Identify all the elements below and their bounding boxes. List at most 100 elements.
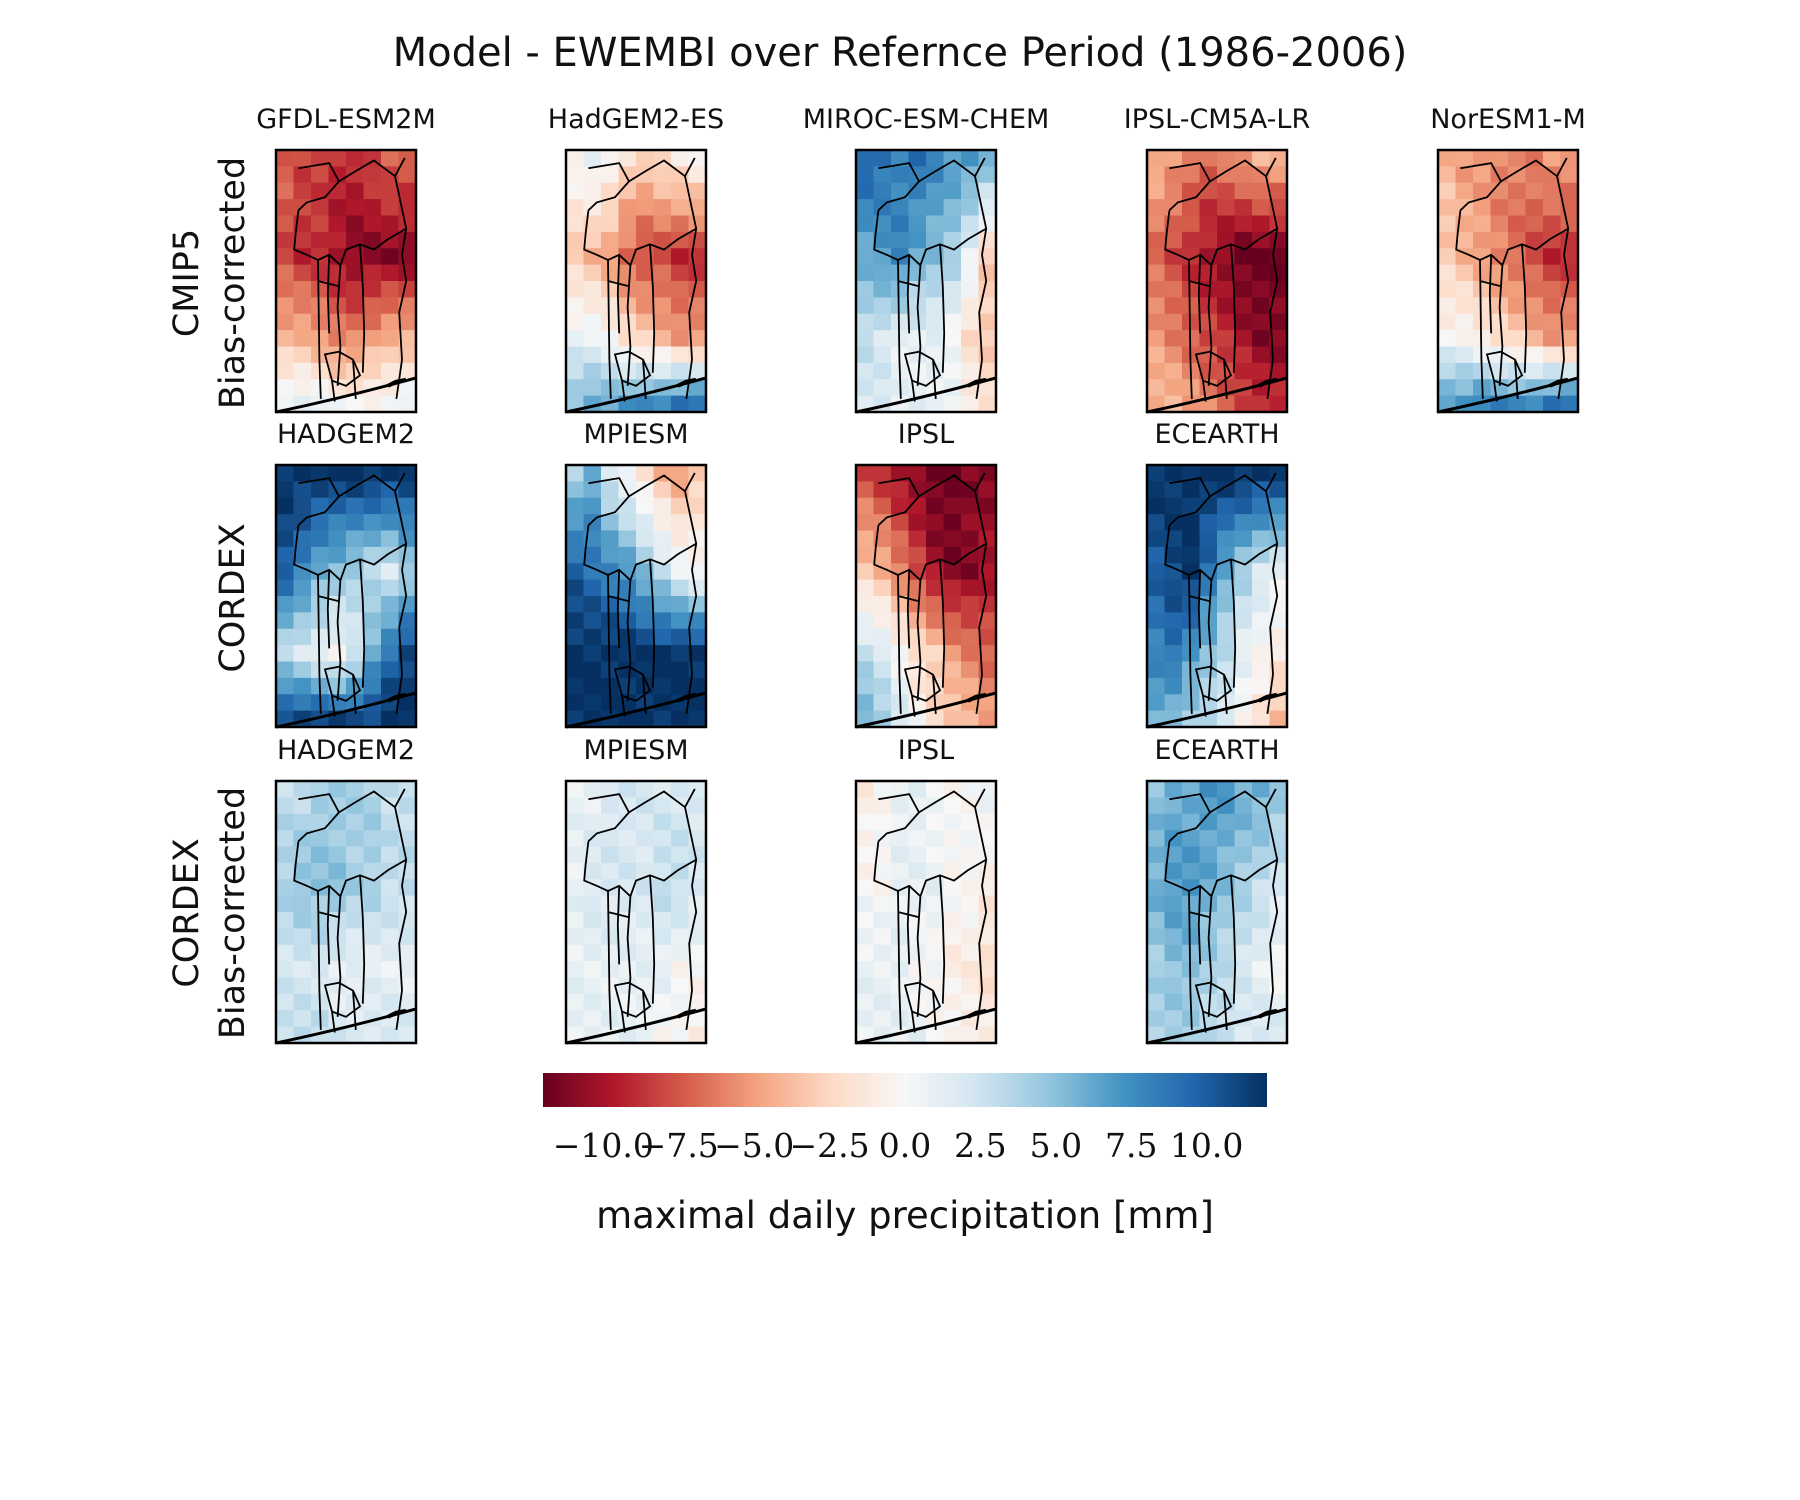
heat-cell <box>293 862 312 880</box>
heat-cell <box>856 912 874 929</box>
heat-cell <box>1525 182 1544 200</box>
heat-cell <box>1182 281 1200 298</box>
heat-cell <box>276 694 294 712</box>
heat-cell <box>276 546 294 564</box>
heat-cell <box>671 961 689 978</box>
panel-frame <box>564 779 708 1045</box>
heat-cell <box>398 628 417 646</box>
heat-cell <box>398 215 417 233</box>
heat-cell <box>1252 313 1270 331</box>
heat-cell <box>891 628 909 646</box>
heat-cell <box>1560 166 1579 184</box>
heat-cell <box>653 895 672 913</box>
heat-cell <box>1269 346 1288 364</box>
heat-cell <box>566 346 584 364</box>
colorbar: −10.0−7.5−5.0−2.5 0.0 2.5 5.0 7.5 10.0 maxima… <box>543 1073 1267 1237</box>
heat-cell <box>1234 928 1253 946</box>
heat-cell <box>856 579 874 597</box>
heat-cell <box>653 977 672 995</box>
row-label-cmip5: CMIP5 <box>167 229 207 337</box>
heat-cell <box>978 497 997 515</box>
heat-cell <box>873 612 892 630</box>
heat-cell <box>583 362 602 380</box>
heat-cell <box>856 977 874 995</box>
heat-cell <box>1147 264 1165 282</box>
heat-cell <box>1438 199 1456 216</box>
heat-cell <box>618 215 637 233</box>
heat-cell <box>276 993 294 1011</box>
heat-cell <box>653 248 672 266</box>
heat-cell <box>943 530 962 548</box>
panel-frame <box>1436 148 1580 414</box>
heat-cell <box>346 346 364 364</box>
heat-cell <box>583 912 602 929</box>
heat-cell <box>1252 481 1270 499</box>
heat-cell <box>1234 977 1253 995</box>
heat-cell <box>943 563 962 581</box>
heat-cell <box>293 231 312 249</box>
heat-cell <box>943 362 962 380</box>
heat-cell <box>363 481 382 499</box>
heat-cell <box>583 231 602 249</box>
heat-cell <box>276 677 294 695</box>
heat-cell <box>1217 514 1235 531</box>
heat-cell <box>328 830 347 847</box>
heat-cell <box>1252 182 1270 200</box>
heat-cell <box>398 645 417 662</box>
heat-cell <box>636 1026 654 1044</box>
heat-cell <box>1490 231 1509 249</box>
heat-cell <box>636 166 654 184</box>
heat-cell <box>961 481 979 499</box>
heat-cell <box>1164 166 1183 184</box>
heat-cell <box>1164 813 1183 831</box>
heat-cell <box>601 199 619 216</box>
heat-cell <box>346 895 364 913</box>
heat-cell <box>1217 813 1235 831</box>
panel-title: IPSL <box>898 419 954 450</box>
heat-cell <box>618 166 637 184</box>
heat-cell <box>978 215 997 233</box>
heat-cell <box>943 395 962 413</box>
heat-cell <box>653 993 672 1011</box>
heat-cell <box>601 514 619 531</box>
heat-cell <box>1252 912 1270 929</box>
heat-cell <box>1543 313 1561 331</box>
heat-cell <box>978 166 997 184</box>
colorbar-tick-label: −2.5 <box>790 1126 870 1165</box>
panel-title: IPSL-CM5A-LR <box>1124 104 1310 135</box>
heat-cell <box>671 563 689 581</box>
heat-cell <box>293 596 312 613</box>
heat-cell <box>856 797 874 815</box>
heat-cell <box>943 993 962 1011</box>
heat-cell <box>873 813 892 831</box>
heat-cell <box>943 215 962 233</box>
heat-cell <box>891 830 909 847</box>
heat-cell <box>653 362 672 380</box>
heat-cell <box>908 199 927 216</box>
heat-cell <box>311 846 329 864</box>
heat-cell <box>381 150 399 167</box>
heat-cell <box>381 781 399 798</box>
heat-cell <box>961 645 979 662</box>
heat-cell <box>671 297 689 315</box>
panel-frame <box>564 463 708 729</box>
heat-cell <box>653 563 672 581</box>
heat-cell <box>1269 281 1288 298</box>
heat-cell <box>1508 313 1526 331</box>
panel-title: GFDL-ESM2M <box>256 104 436 135</box>
heat-cell <box>328 481 347 499</box>
heat-cell <box>891 563 909 581</box>
map-panel: MPIESM <box>564 735 708 1045</box>
heat-cell <box>856 813 874 831</box>
heat-cell <box>873 797 892 815</box>
heat-cell <box>1182 612 1200 630</box>
heat-cell <box>908 661 927 679</box>
heat-cell <box>926 928 944 946</box>
heat-cell <box>1525 362 1544 380</box>
heat-cell <box>891 465 909 482</box>
heat-cell <box>1234 264 1253 282</box>
heat-cell <box>636 313 654 331</box>
heat-cell <box>311 628 329 646</box>
heat-cell <box>671 596 689 613</box>
heat-cell <box>653 481 672 499</box>
